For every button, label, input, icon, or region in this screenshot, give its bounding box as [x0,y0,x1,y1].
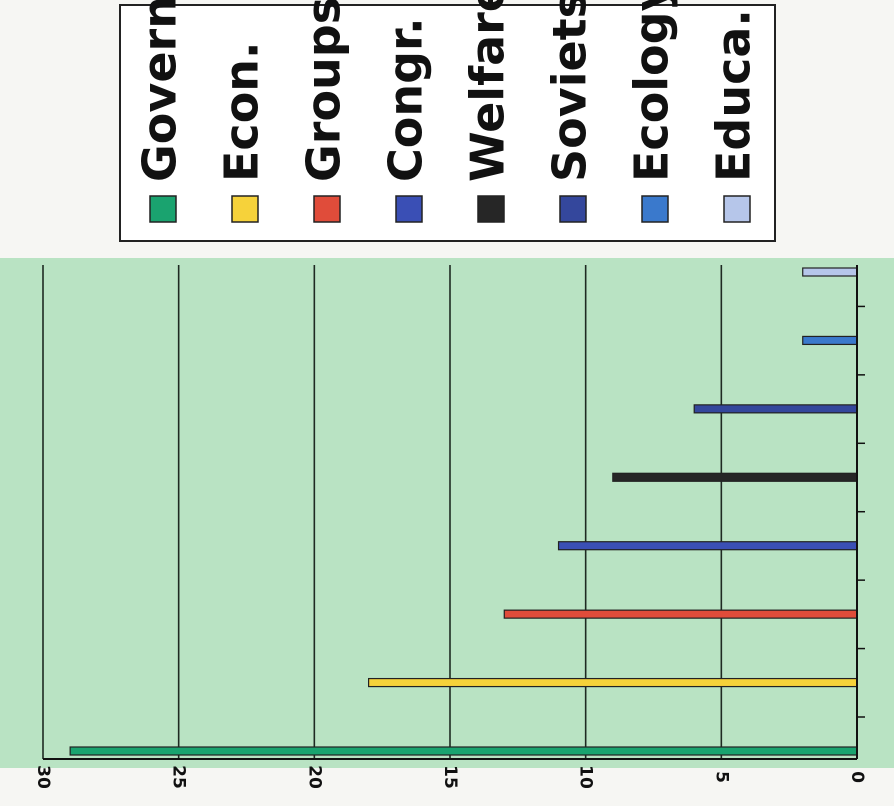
legend-swatch [559,195,587,223]
legend: Govern Econ. Groups Congr. Welfare Soviets Eco… [119,0,776,242]
legend-label: Soviets [543,0,597,182]
bar-econ [368,677,858,688]
value-tick-labels: 0 5 10 15 20 25 30 [33,765,867,789]
bar-welfare [612,472,858,482]
gridlines [42,265,723,759]
plot-area: 0 5 10 15 20 25 30 [0,258,894,789]
value-tick-label: 0 [847,771,867,783]
bar-soviets [693,404,858,414]
bar-groups [503,609,858,619]
legend-label: Govern [133,0,187,182]
value-tick-label: 30 [33,765,53,789]
legend-swatch [149,195,177,223]
legend-swatch [641,195,669,223]
legend-label: Ecology [625,0,679,182]
plot-background [0,258,894,768]
legend-label: Educa. [707,9,761,182]
legend-label: Congr. [379,17,433,182]
legend-swatch [231,195,259,223]
category-ticks [857,305,865,718]
value-tick-label: 15 [440,765,460,789]
bar-ecology [802,335,858,346]
value-tick-label: 5 [711,771,731,783]
bar-educa [802,267,858,277]
bars [69,267,858,756]
legend-swatch [477,195,505,223]
legend-items: Govern Econ. Groups Congr. Welfare Soviets Eco… [133,0,761,223]
bar-congr [557,541,858,551]
legend-label: Econ. [215,41,269,182]
legend-swatch [313,195,341,223]
bar-govern [69,746,858,756]
value-tick-label: 20 [304,765,324,789]
legend-label: Groups [297,0,351,182]
legend-label: Welfare [461,0,515,182]
value-tick-label: 10 [576,765,596,789]
legend-swatch [395,195,423,223]
legend-swatch [723,195,751,223]
value-tick-label: 25 [169,765,189,789]
